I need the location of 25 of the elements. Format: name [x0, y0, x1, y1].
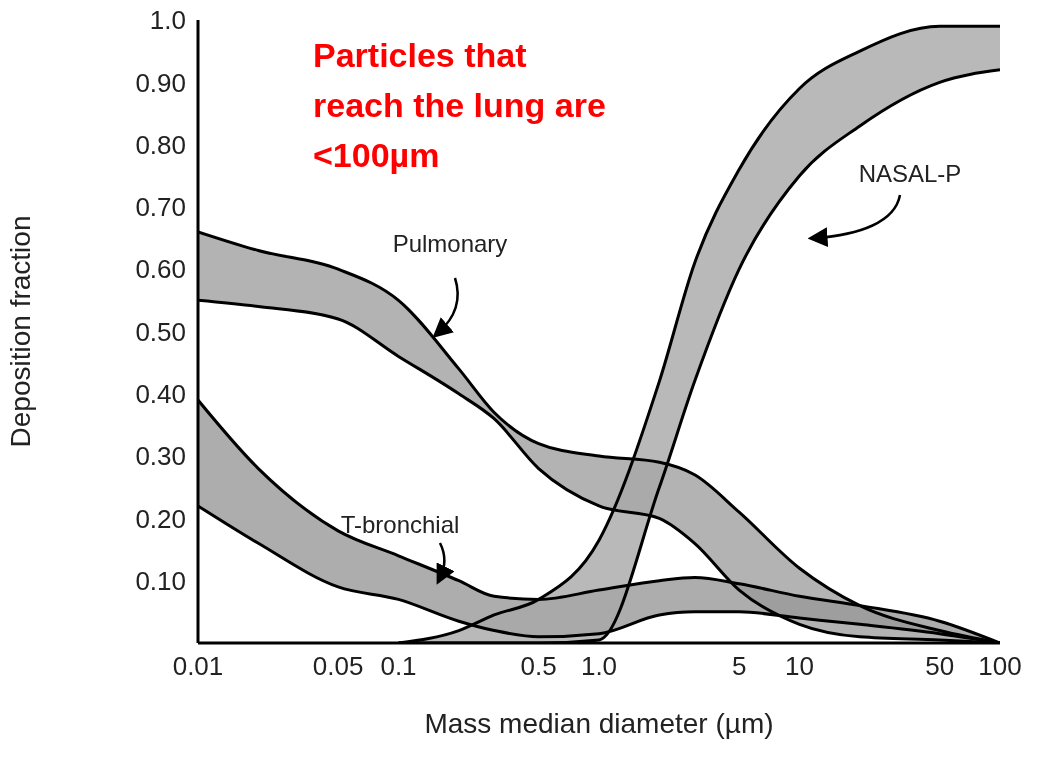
annotation: Particles that reach the lung are <100µm: [313, 35, 607, 176]
series-label: T-bronchial: [340, 511, 460, 538]
x-tick-label: 100: [978, 651, 1022, 682]
series-label: Pulmonary: [392, 230, 508, 257]
y-tick-label: 0.70: [135, 192, 186, 223]
x-tick-label: 10: [785, 651, 814, 682]
y-tick-label: 0.20: [135, 503, 186, 534]
y-tick-label: 0.80: [135, 129, 186, 160]
series-label: NASAL-P: [858, 160, 962, 187]
y-tick-label: 0.40: [135, 379, 186, 410]
x-tick-label: 50: [925, 651, 955, 682]
y-axis-title: Deposition fraction: [4, 215, 36, 448]
x-tick-label: 0.1: [380, 651, 417, 682]
y-tick-label: 0.10: [135, 565, 186, 596]
y-tick-label: 0.90: [135, 67, 186, 98]
x-axis-title: Mass median diameter (µm): [424, 708, 774, 739]
x-tick-label: 5: [731, 651, 747, 682]
x-tick-label: 0.05: [312, 651, 364, 682]
x-tick-label: 1.0: [580, 651, 618, 682]
y-tick-label: 0.60: [135, 254, 186, 285]
x-tick-label: 0.01: [172, 651, 224, 682]
y-tick-label: 0.30: [135, 441, 186, 472]
x-tick-label: 0.5: [520, 651, 557, 682]
y-tick-label: 0.50: [135, 316, 186, 347]
y-tick-label: 1.0: [149, 5, 186, 36]
